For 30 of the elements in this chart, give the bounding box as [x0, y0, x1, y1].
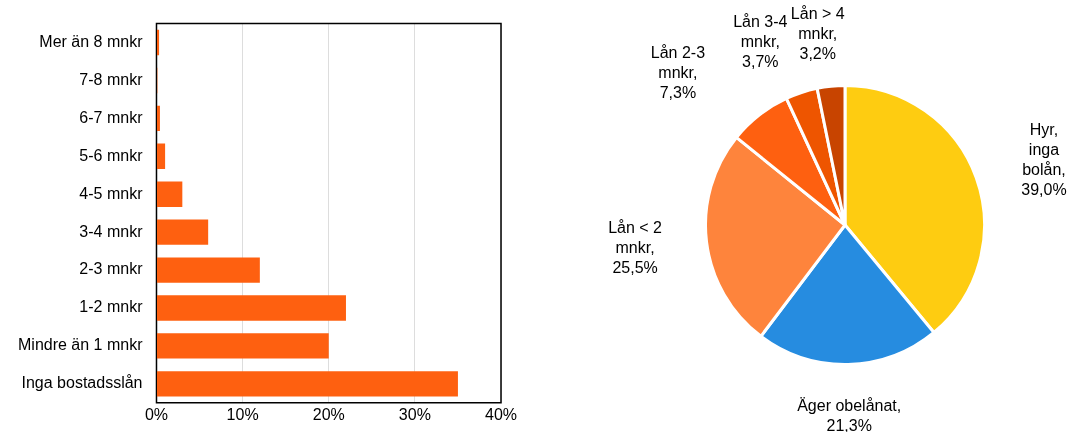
y-tick-label: Inga bostadsslån [21, 374, 143, 392]
slice-label: Äger obelånat, 21,3% [797, 396, 902, 432]
bar [156, 219, 209, 245]
slice-label: Hyr, inga bolån, 39,0% [1021, 120, 1067, 198]
bar [156, 371, 458, 397]
y-tick-label: 4-5 mnkr [79, 184, 144, 202]
y-tick-label: 1-2 mnkr [79, 298, 144, 316]
bar [156, 143, 166, 170]
bar [156, 29, 160, 56]
bar [156, 257, 260, 283]
x-tick-label: 40% [484, 405, 518, 423]
slice-label: Lån 3-4 mnkr, 3,7% [733, 13, 788, 71]
slice-label: Lån > 4 mnkr, 3,2% [790, 4, 845, 62]
y-tick-label: 5-6 mnkr [79, 146, 144, 164]
bar [156, 295, 346, 321]
bar [156, 181, 183, 207]
y-tick-label: 6-7 mnkr [79, 108, 144, 126]
y-tick-label: 3-4 mnkr [79, 222, 144, 240]
bar [156, 105, 160, 132]
y-tick-label: Mindre än 1 mnkr [17, 336, 144, 354]
slice-label: Lån < 2 mnkr, 25,5% [608, 218, 663, 276]
y-tick-label: 2-3 mnkr [79, 260, 144, 278]
slice-label: Lån 2-3 mnkr, 7,3% [650, 44, 706, 102]
x-tick-label: 10% [226, 405, 259, 423]
bar [156, 333, 329, 359]
x-tick-label: 30% [398, 405, 431, 423]
y-tick-label: 7-8 mnkr [79, 70, 144, 88]
x-tick-label: 0% [144, 405, 169, 423]
x-tick-label: 20% [312, 405, 345, 423]
y-tick-label: Mer än 8 mnkr [39, 32, 144, 50]
